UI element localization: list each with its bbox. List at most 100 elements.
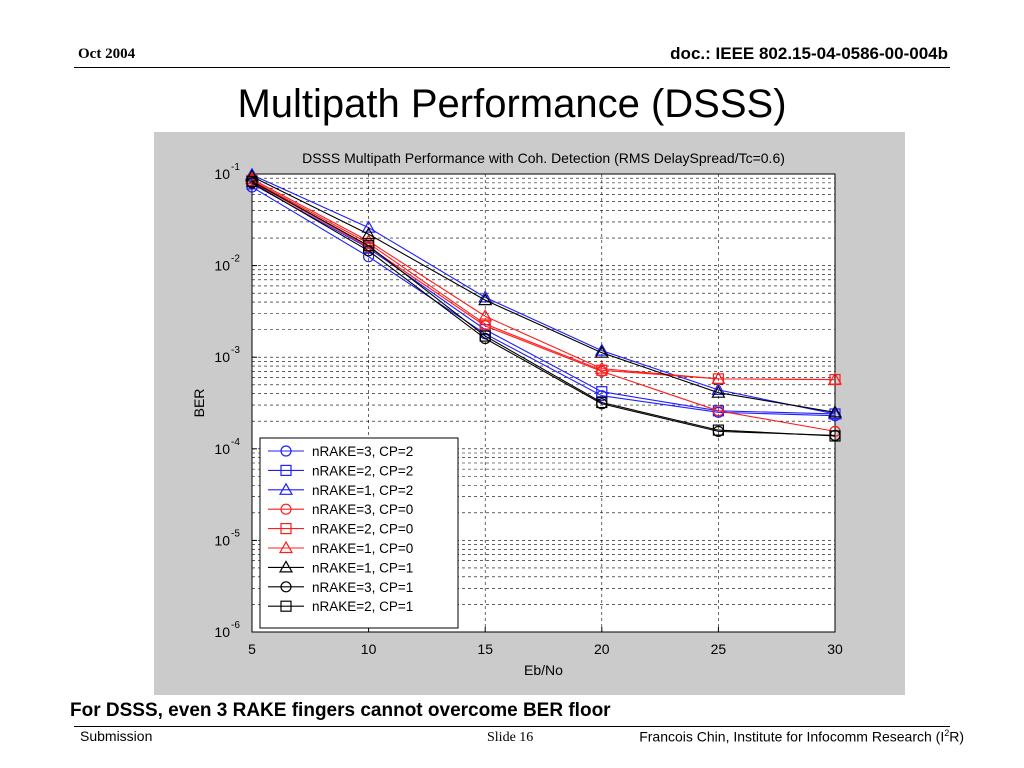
legend-label: nRAKE=3, CP=1 — [312, 580, 413, 595]
series-8 — [246, 175, 841, 442]
slide-title: Multipath Performance (DSSS) — [237, 82, 787, 126]
legend: nRAKE=3, CP=2 nRAKE=2, CP=2 nRAKE=1, CP=2 n… — [259, 437, 459, 629]
data-point — [361, 220, 376, 233]
y-tick-label: 10 — [214, 532, 230, 548]
x-axis-label: Eb/No — [524, 662, 563, 678]
x-tick-label: 5 — [248, 641, 256, 657]
y-tick-label: 10 — [214, 624, 230, 640]
data-point — [712, 405, 725, 417]
slide-caption: For DSSS, even 3 RAKE fingers cannot ove… — [70, 700, 611, 721]
data-point — [596, 396, 608, 409]
legend-item: nRAKE=3, CP=2 — [268, 444, 413, 459]
y-tick-exponent: -6 — [231, 620, 240, 631]
legend-label: nRAKE=3, CP=0 — [312, 502, 413, 517]
x-tick-label: 10 — [361, 641, 377, 657]
data-point — [244, 169, 260, 182]
legend-marker — [278, 482, 294, 495]
axes-frame — [251, 173, 836, 633]
y-axis-label: BER — [191, 389, 207, 418]
data-point — [479, 330, 491, 342]
y-axis-ticks: 10-110-210-310-410-510-6 — [214, 162, 257, 640]
data-point — [827, 406, 843, 420]
data-point — [827, 372, 843, 385]
legend-item: nRAKE=1, CP=0 — [268, 540, 413, 556]
data-point — [711, 385, 726, 398]
data-point — [596, 386, 608, 398]
footer-author: Francois Chin, Institute for Infocomm Re… — [639, 728, 964, 745]
footer-divider — [74, 726, 950, 727]
header-divider — [74, 67, 950, 68]
y-tick-exponent: -3 — [231, 345, 240, 356]
legend-label: nRAKE=1, CP=2 — [312, 483, 413, 498]
legend-label: nRAKE=2, CP=1 — [312, 599, 413, 614]
series-line — [251, 183, 836, 415]
legend-marker — [280, 600, 292, 612]
y-tick-exponent: -2 — [231, 254, 240, 265]
x-tick-label: 20 — [594, 641, 610, 657]
legend-item: nRAKE=3, CP=1 — [268, 580, 413, 595]
data-point — [827, 405, 843, 418]
series-line — [251, 178, 836, 381]
legend-box — [259, 437, 459, 629]
y-tick-exponent: -1 — [231, 162, 240, 173]
ber-chart: DSSS Multipath Performance with Coh. Det… — [154, 132, 905, 695]
series-line — [251, 180, 836, 437]
y-tick-label: 10 — [214, 441, 230, 457]
y-tick-label: 10 — [214, 258, 230, 274]
legend-marker — [280, 503, 292, 515]
legend-label: nRAKE=2, CP=0 — [312, 522, 413, 537]
data-point — [246, 175, 258, 188]
data-series — [244, 167, 843, 442]
data-point — [363, 240, 375, 252]
legend-label: nRAKE=1, CP=0 — [312, 541, 413, 556]
series-line — [251, 181, 836, 432]
x-tick-label: 15 — [477, 641, 493, 657]
legend-item: nRAKE=1, CP=1 — [268, 560, 413, 575]
data-point — [478, 290, 493, 303]
legend-marker — [280, 523, 292, 535]
legend-marker — [280, 581, 292, 593]
data-point — [712, 424, 725, 436]
legend-item: nRAKE=2, CP=0 — [268, 522, 413, 537]
header-doc-id: doc.: IEEE 802.15-04-0586-00-004b — [670, 44, 948, 63]
y-tick-exponent: -4 — [231, 437, 240, 448]
data-point — [594, 345, 609, 358]
legend-label: nRAKE=2, CP=2 — [312, 463, 413, 478]
series-line — [251, 174, 836, 415]
series-line — [251, 186, 836, 417]
data-point — [361, 227, 376, 240]
x-tick-label: 25 — [711, 641, 727, 657]
legend-marker — [278, 560, 294, 573]
chart-title: DSSS Multipath Performance with Coh. Det… — [302, 150, 785, 166]
legend-item: nRAKE=2, CP=2 — [268, 463, 413, 478]
footer-slide-number: Slide 16 — [487, 730, 534, 745]
legend-item: nRAKE=2, CP=1 — [268, 599, 413, 614]
series-2 — [244, 167, 843, 420]
x-tick-label: 30 — [827, 641, 843, 657]
footer-author-superscript: 2 — [944, 728, 950, 738]
legend-marker — [278, 540, 294, 554]
figure-panel: DSSS Multipath Performance with Coh. Det… — [154, 132, 905, 695]
y-tick-exponent: -5 — [231, 528, 240, 539]
series-6 — [244, 169, 843, 418]
data-point — [594, 343, 609, 356]
legend-label: nRAKE=3, CP=2 — [312, 444, 413, 459]
data-point — [829, 430, 841, 442]
data-point — [479, 318, 491, 330]
y-tick-label: 10 — [214, 349, 230, 365]
header-date: Oct 2004 — [78, 46, 136, 62]
data-point — [478, 292, 493, 306]
y-tick-label: 10 — [214, 166, 230, 182]
legend-marker — [280, 445, 292, 457]
data-point — [711, 382, 726, 395]
x-axis-ticks: 5 10 15 20 25 30 — [248, 627, 843, 657]
legend-label: nRAKE=1, CP=1 — [312, 560, 413, 575]
data-point — [594, 361, 609, 374]
series-line — [251, 182, 836, 436]
footer-author-suffix: R) — [949, 728, 964, 745]
series-line — [251, 175, 836, 413]
data-point — [478, 309, 493, 322]
legend-item: nRAKE=1, CP=2 — [268, 482, 413, 498]
legend-item: nRAKE=3, CP=0 — [268, 502, 413, 517]
footer-submission: Submission — [80, 728, 153, 744]
